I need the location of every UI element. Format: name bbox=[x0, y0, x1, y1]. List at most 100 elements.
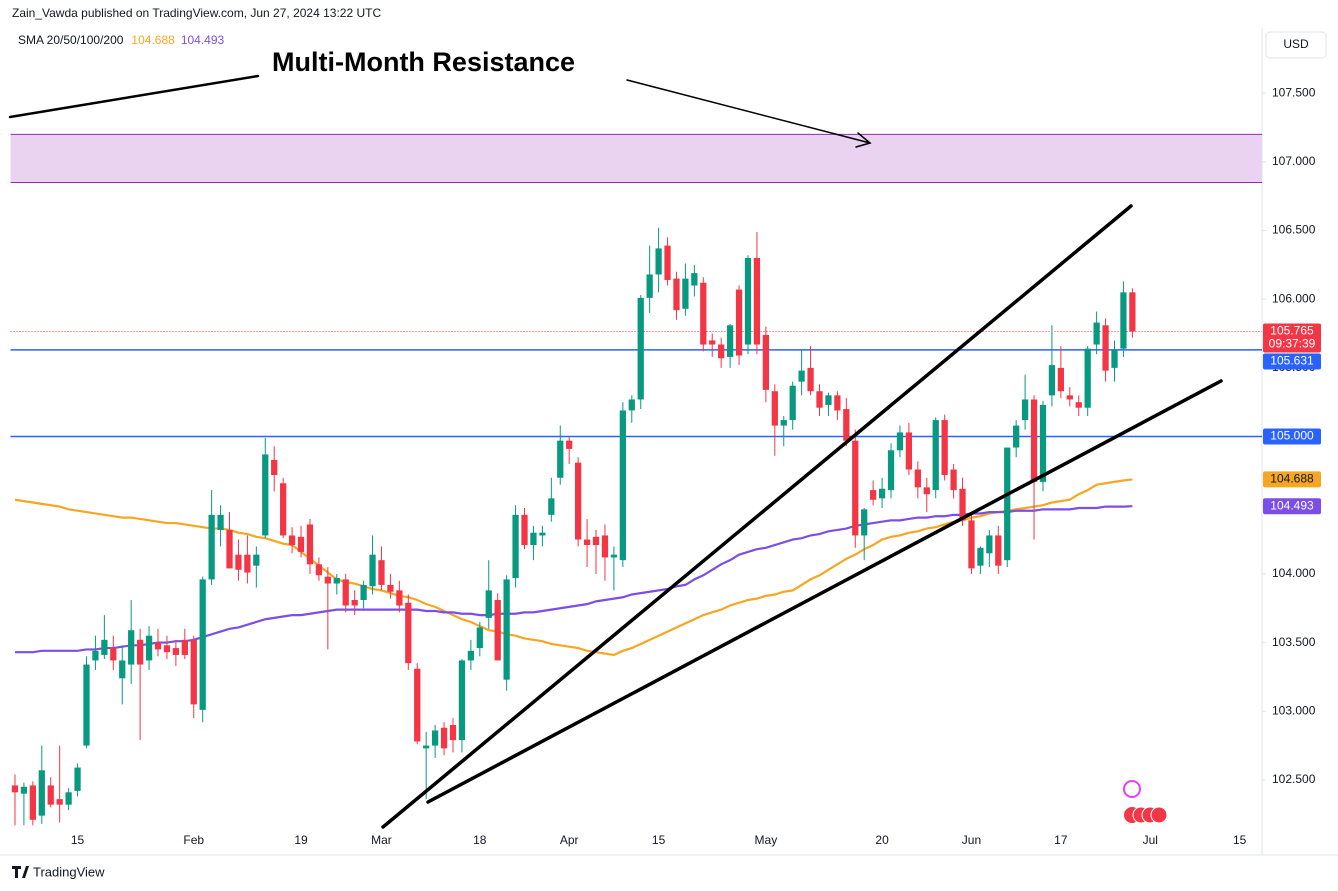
legend-value: 104.493 bbox=[181, 33, 225, 47]
candle-body bbox=[65, 792, 72, 805]
candle-body bbox=[119, 660, 126, 679]
candle-body bbox=[405, 602, 412, 664]
candle-body bbox=[610, 554, 618, 558]
sma-axis-label-box bbox=[1263, 471, 1321, 488]
candle-body bbox=[583, 539, 591, 546]
candle-body bbox=[253, 554, 260, 566]
candle-body bbox=[476, 627, 483, 649]
candle-body bbox=[995, 535, 1002, 566]
candle-body bbox=[262, 454, 269, 536]
pointer-line bbox=[8, 74, 260, 119]
sma-axis-label: 104.493 bbox=[1270, 498, 1314, 512]
candle-body bbox=[1075, 402, 1082, 408]
candle-body bbox=[1021, 399, 1029, 421]
candle-body bbox=[566, 440, 573, 449]
candle-body bbox=[539, 532, 546, 536]
candle-body bbox=[1004, 447, 1011, 561]
candle-body bbox=[306, 524, 314, 565]
candle-body bbox=[235, 554, 242, 570]
candle-body bbox=[592, 536, 600, 546]
candle-body bbox=[145, 635, 153, 661]
candle-body bbox=[101, 639, 108, 655]
candle-body bbox=[628, 399, 635, 411]
logo-icon bbox=[12, 866, 29, 878]
candle-body bbox=[735, 289, 743, 356]
level-label: 105.000 bbox=[1270, 429, 1314, 443]
candle-body bbox=[834, 395, 841, 411]
candle-body bbox=[172, 648, 180, 655]
candle-body bbox=[1066, 395, 1073, 400]
candle-body bbox=[655, 248, 662, 275]
candle-body bbox=[297, 536, 305, 552]
candle-body bbox=[485, 590, 492, 618]
x-tick-label: 17 bbox=[1054, 833, 1068, 847]
y-tick-label: 107.500 bbox=[1272, 85, 1316, 99]
candle-body bbox=[324, 576, 331, 584]
candle-body bbox=[74, 767, 81, 791]
news-icons bbox=[1123, 780, 1168, 824]
candle-body bbox=[1120, 292, 1127, 349]
annotations bbox=[8, 74, 1223, 829]
candle-body bbox=[709, 340, 716, 345]
candle-body bbox=[789, 385, 796, 421]
candle-body bbox=[646, 274, 653, 298]
candle-body bbox=[780, 420, 787, 426]
y-tick-label: 102.500 bbox=[1272, 772, 1316, 786]
candle-body bbox=[83, 664, 90, 746]
candle-body bbox=[986, 535, 993, 554]
candle-body bbox=[691, 273, 698, 286]
candle-body bbox=[20, 786, 28, 794]
candle-body bbox=[753, 258, 761, 345]
candle-body bbox=[47, 785, 54, 805]
sma-line bbox=[14, 505, 1133, 654]
candle-body bbox=[950, 469, 957, 491]
trend-line bbox=[381, 204, 1133, 829]
candle-body bbox=[154, 642, 162, 650]
candle-body bbox=[208, 514, 215, 580]
currency-label[interactable]: USD bbox=[1283, 37, 1309, 51]
candle-body bbox=[637, 297, 644, 400]
candle-body bbox=[136, 639, 144, 665]
currency-button[interactable] bbox=[1265, 31, 1327, 59]
candle-body bbox=[458, 660, 466, 741]
candle-body bbox=[110, 648, 117, 661]
candle-body bbox=[798, 370, 805, 382]
x-tick-label: Feb bbox=[183, 833, 204, 847]
legend-value: 104.688 bbox=[131, 33, 175, 47]
publisher-header: Zain_Vawda published on TradingView.com,… bbox=[12, 6, 381, 20]
candle-body bbox=[1013, 425, 1020, 448]
candle-body bbox=[825, 395, 832, 405]
annotation-text: Multi-Month Resistance bbox=[272, 47, 575, 77]
candle-body bbox=[843, 409, 850, 441]
candle-body bbox=[959, 488, 966, 521]
candle-body bbox=[56, 799, 63, 805]
trend-line bbox=[426, 379, 1223, 804]
candle-body bbox=[396, 590, 403, 606]
candle-body bbox=[1129, 292, 1136, 332]
candle-body bbox=[575, 462, 582, 540]
y-tick-label: 106.000 bbox=[1272, 291, 1316, 305]
candle-body bbox=[467, 650, 475, 661]
level-label-box bbox=[1263, 428, 1321, 445]
candle-body bbox=[977, 547, 984, 566]
x-tick-label: 19 bbox=[294, 833, 308, 847]
y-tick-label: 104.000 bbox=[1272, 566, 1316, 580]
sma-line bbox=[14, 478, 1133, 657]
candle-body bbox=[923, 487, 930, 495]
candle-body bbox=[557, 440, 564, 478]
candle-body bbox=[896, 432, 904, 451]
candles-layer bbox=[11, 227, 1136, 826]
y-tick-label: 103.000 bbox=[1272, 703, 1316, 717]
candle-body bbox=[762, 334, 769, 390]
last-price-label-box bbox=[1263, 323, 1321, 353]
candle-body bbox=[128, 630, 135, 665]
candle-body bbox=[968, 520, 975, 569]
arrow-head bbox=[855, 132, 872, 148]
candle-body bbox=[601, 535, 609, 558]
candle-body bbox=[1048, 365, 1056, 396]
lines-layer bbox=[10, 330, 1262, 657]
candle-body bbox=[423, 745, 430, 749]
zone-layer bbox=[10, 133, 1262, 183]
candle-body bbox=[816, 391, 823, 408]
